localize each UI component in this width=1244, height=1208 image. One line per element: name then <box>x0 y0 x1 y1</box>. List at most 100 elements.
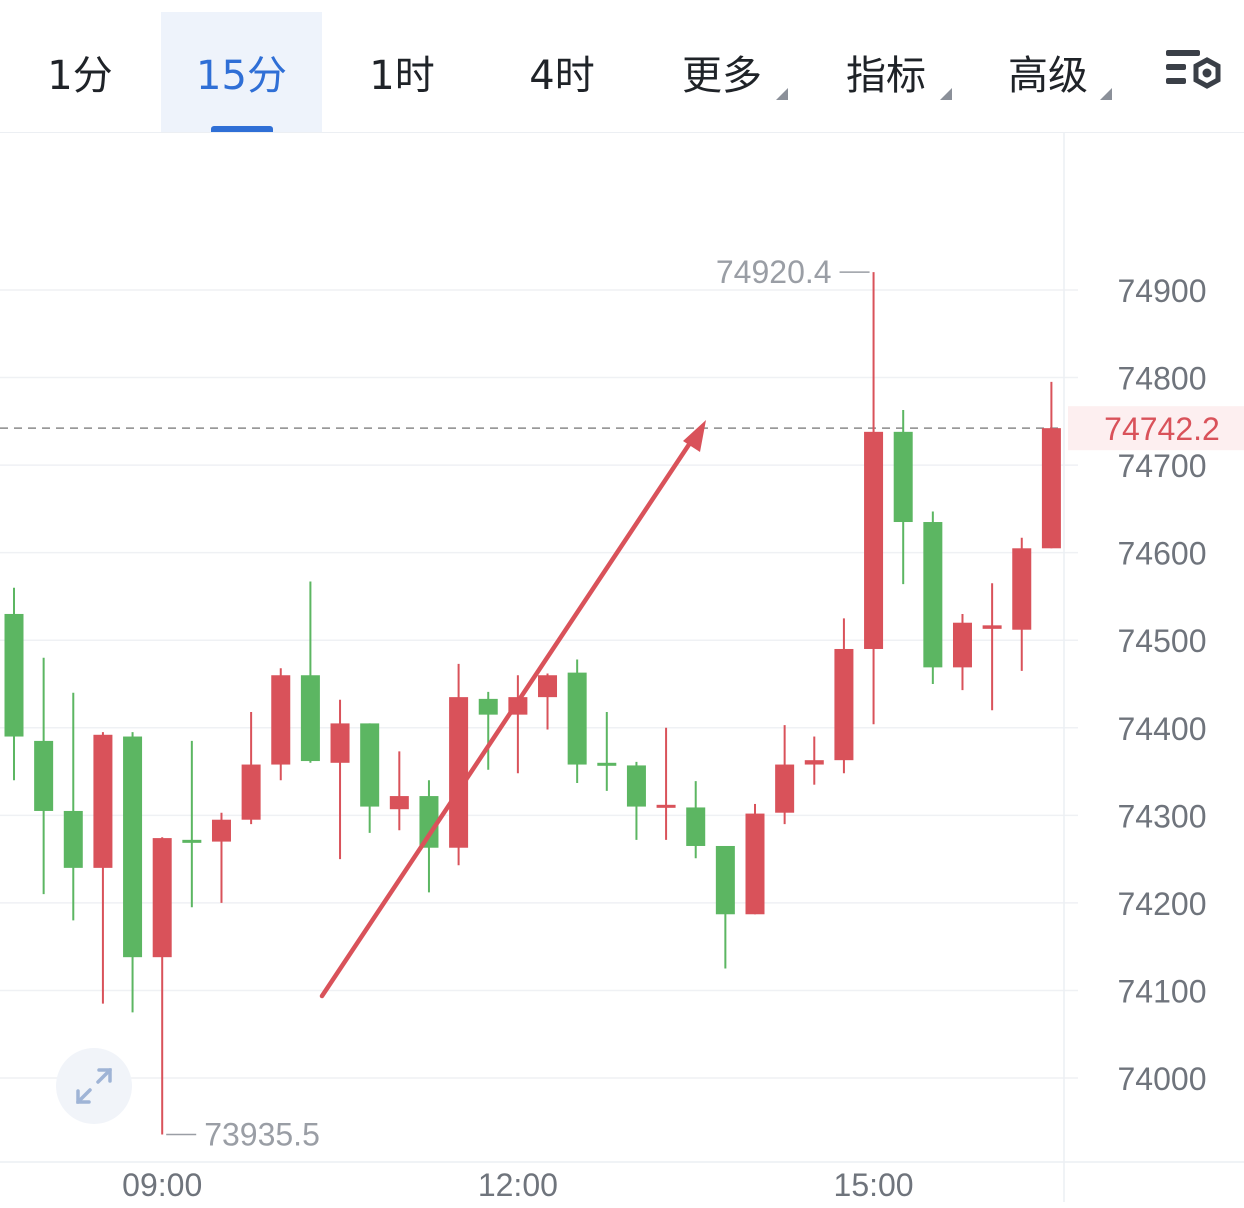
tab-advanced-label: 高级 <box>1008 53 1088 99</box>
candle-body <box>4 613 24 737</box>
chart-settings-button[interactable] <box>1162 44 1226 100</box>
candle-body <box>597 762 617 766</box>
tab-4hour[interactable]: 4时 <box>482 12 642 132</box>
expand-arrows-icon <box>76 1068 112 1104</box>
tab-1hour-label: 1时 <box>369 53 435 99</box>
candle[interactable] <box>834 618 854 774</box>
y-axis-label: 74100 <box>1118 973 1207 1009</box>
tab-1min-label: 1分 <box>47 53 113 99</box>
candle-body <box>211 819 231 842</box>
more-caret-icon <box>776 88 788 100</box>
candle-body <box>538 675 558 698</box>
candle[interactable] <box>330 699 350 860</box>
candle[interactable] <box>152 837 172 1135</box>
y-axis-label: 74400 <box>1118 711 1207 747</box>
candle-body <box>982 625 1002 629</box>
tab-more-label: 更多 <box>682 53 762 99</box>
candle[interactable] <box>271 668 291 781</box>
tab-indicators-dropdown[interactable]: 指标 <box>806 12 966 132</box>
candle[interactable] <box>656 727 676 840</box>
advanced-caret-icon <box>1100 88 1112 100</box>
high-price-label: 74920.4 <box>716 254 832 290</box>
candle-body <box>360 723 380 807</box>
current-price-label: 74742.2 <box>1104 411 1220 447</box>
active-tab-indicator <box>210 126 273 132</box>
candle-body <box>34 740 54 811</box>
candle-body <box>123 736 143 958</box>
candle[interactable] <box>597 712 617 791</box>
x-axis-label: 09:00 <box>122 1167 202 1203</box>
candle[interactable] <box>241 712 261 825</box>
candle-body <box>271 675 291 765</box>
candle[interactable] <box>686 781 706 859</box>
candle-body <box>715 845 735 915</box>
candlestick-chart[interactable]: 74900 74800 74700 74600 74500 74400 74300 74200… <box>0 132 1244 1208</box>
candle-body <box>745 813 765 915</box>
candle-body <box>952 622 972 668</box>
y-axis-label: 74700 <box>1118 448 1207 484</box>
candle-body <box>567 672 587 765</box>
candle[interactable] <box>775 725 795 825</box>
tab-4hour-label: 4时 <box>529 53 595 99</box>
candle-body <box>1012 548 1032 630</box>
candle-body <box>300 675 320 762</box>
candle[interactable] <box>93 732 113 1004</box>
candle-body <box>1041 428 1061 549</box>
candle[interactable] <box>715 845 735 969</box>
x-axis-label: 12:00 <box>478 1167 558 1203</box>
timeframe-toolbar: 1分 15分 1时 4时 更多 指标 高级 <box>0 0 1244 133</box>
candle[interactable] <box>626 761 646 840</box>
candle[interactable] <box>864 272 884 725</box>
candle-body <box>330 723 350 763</box>
fullscreen-button[interactable] <box>56 1048 132 1124</box>
candle[interactable] <box>449 663 469 866</box>
y-axis-label: 74600 <box>1118 536 1207 572</box>
candle[interactable] <box>182 740 202 908</box>
candle[interactable] <box>389 751 409 831</box>
current-price-tag <box>1068 406 1244 451</box>
tab-advanced-dropdown[interactable]: 高级 <box>968 12 1128 132</box>
y-axis-label: 74500 <box>1118 623 1207 659</box>
candle[interactable] <box>1041 381 1061 549</box>
candle-body <box>804 760 824 765</box>
candle[interactable] <box>538 673 558 730</box>
candle[interactable] <box>893 409 913 585</box>
chart-settings-icon <box>1166 50 1221 89</box>
candle[interactable] <box>34 657 54 895</box>
y-axis-label: 74200 <box>1118 886 1207 922</box>
candle[interactable] <box>211 812 231 903</box>
candle[interactable] <box>63 692 83 921</box>
candle[interactable] <box>982 583 1002 711</box>
tab-15min[interactable]: 15分 <box>161 12 322 132</box>
candle[interactable] <box>952 613 972 691</box>
candle[interactable] <box>4 587 24 781</box>
candle-body <box>864 431 884 649</box>
candle-body <box>63 810 83 868</box>
candle-body <box>478 698 498 715</box>
candle[interactable] <box>745 803 765 915</box>
candle[interactable] <box>300 581 320 763</box>
tab-1min[interactable]: 1分 <box>0 12 160 132</box>
candle-body <box>893 431 913 523</box>
candle-body <box>834 648 854 761</box>
candle[interactable] <box>1012 537 1032 671</box>
candle[interactable] <box>923 511 943 684</box>
trend-arrow-drawing[interactable] <box>319 420 706 999</box>
candle-body <box>93 734 113 868</box>
tab-more-dropdown[interactable]: 更多 <box>642 12 802 132</box>
tab-indicators-label: 指标 <box>846 53 926 99</box>
candle-body <box>152 838 172 958</box>
tab-15min-label: 15分 <box>196 53 287 99</box>
candle-body <box>419 796 439 848</box>
candle[interactable] <box>478 691 498 770</box>
y-axis-label: 74900 <box>1118 273 1207 309</box>
candle[interactable] <box>123 732 143 1013</box>
candle[interactable] <box>804 736 824 785</box>
candle[interactable] <box>567 659 587 783</box>
indicators-caret-icon <box>940 88 952 100</box>
candle-body <box>449 697 469 848</box>
candle-body <box>775 764 795 813</box>
candle[interactable] <box>360 723 380 833</box>
candle-body <box>182 839 202 843</box>
tab-1hour[interactable]: 1时 <box>322 12 482 132</box>
